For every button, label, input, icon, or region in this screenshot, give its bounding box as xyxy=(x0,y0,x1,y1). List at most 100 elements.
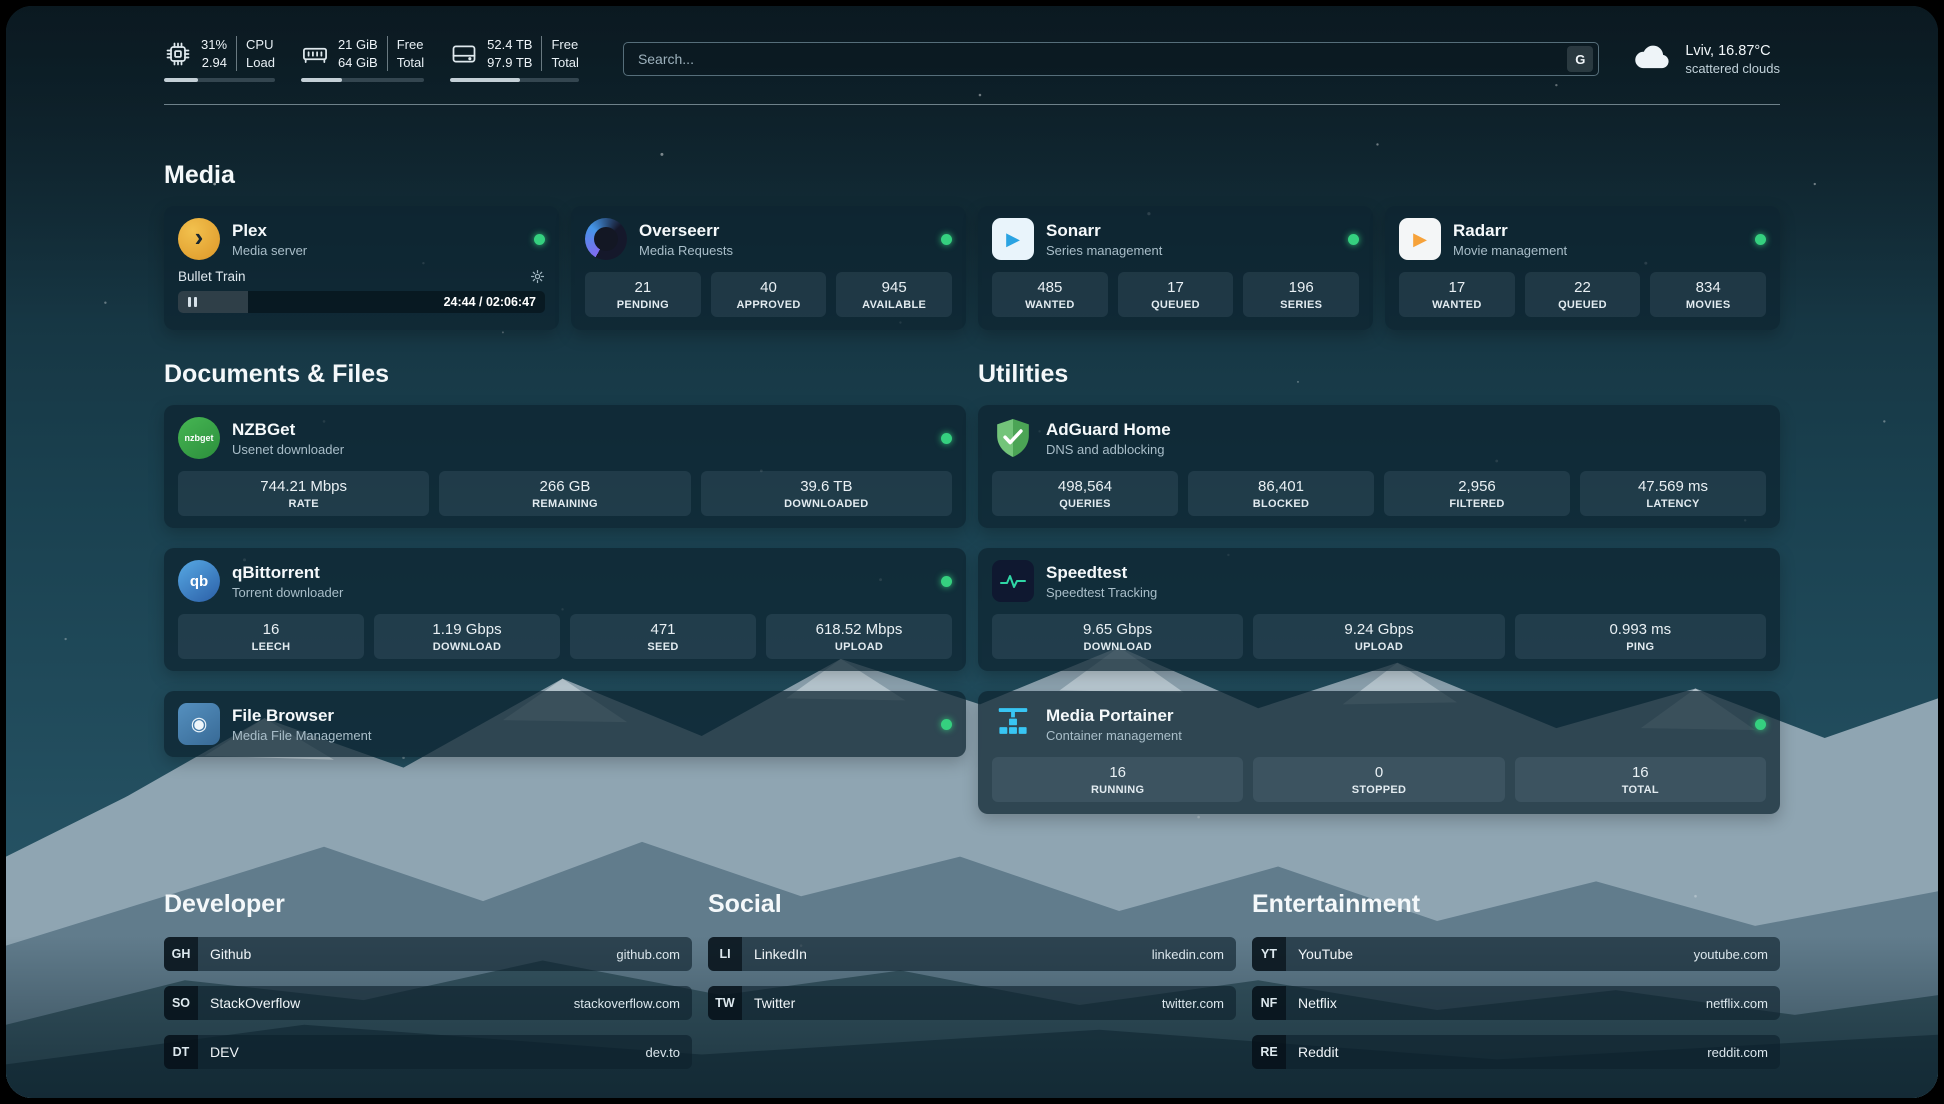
stat-value: 47.569 ms xyxy=(1637,478,1709,496)
stat-value: 17 xyxy=(1167,279,1184,297)
stat-value: 16 xyxy=(1631,764,1649,782)
bookmark-dev[interactable]: DT DEV dev.to xyxy=(164,1035,692,1070)
gear-icon[interactable] xyxy=(530,269,545,284)
qbittorrent-icon: qb xyxy=(178,560,220,603)
stat-label: SEED xyxy=(647,641,679,654)
stat-label: STOPPED xyxy=(1351,784,1407,797)
bookmark-netflix[interactable]: NF Netflix netflix.com xyxy=(1252,986,1780,1021)
bookmark-url: linkedin.com xyxy=(1151,946,1224,962)
dashboard-frame: 31% 2.94 CPU Load xyxy=(6,6,1938,1098)
bookmark-name: Reddit xyxy=(1298,1044,1339,1061)
bookmark-twitter[interactable]: TW Twitter twitter.com xyxy=(708,986,1236,1021)
app-card-filebrowser[interactable]: ◉ File Browser Media File Management xyxy=(164,691,966,758)
bookmark-name: LinkedIn xyxy=(754,946,807,963)
app-subtitle: DNS and adblocking xyxy=(1046,441,1165,457)
stat-value: 40 xyxy=(760,279,777,297)
stat-value: 0.993 ms xyxy=(1609,621,1672,639)
stat-value: 834 xyxy=(1695,279,1721,297)
search-bar: G xyxy=(622,42,1600,77)
app-card-qbittorrent[interactable]: qb qBittorrent Torrent downloader 16 LEE… xyxy=(164,548,966,672)
adguard-shield-icon xyxy=(992,417,1034,459)
bookmark-github[interactable]: GH Github github.com xyxy=(164,937,692,972)
stat-label: MOVIES xyxy=(1685,299,1731,312)
search-input[interactable] xyxy=(635,50,1568,69)
app-subtitle: Media Requests xyxy=(639,242,733,258)
utilities-section: Utilities xyxy=(978,360,1780,834)
stat-box: 22 QUEUED xyxy=(1524,272,1641,318)
storage-total-value: 97.9 TB xyxy=(487,54,533,70)
media-section: › Plex Media server Bullet Train xyxy=(164,206,1780,331)
app-card-plex[interactable]: › Plex Media server Bullet Train xyxy=(164,206,559,331)
search-engine-button[interactable]: G xyxy=(1567,46,1594,73)
plex-icon: › xyxy=(178,218,220,261)
app-card-sonarr[interactable]: ▶ Sonarr Series management 485 WANTED 17… xyxy=(978,206,1373,331)
stat-label: SERIES xyxy=(1280,299,1323,312)
stat-label: PING xyxy=(1626,641,1655,654)
overseerr-icon xyxy=(585,218,627,261)
filebrowser-icon: ◉ xyxy=(178,703,220,746)
app-card-overseerr[interactable]: Overseerr Media Requests 21 PENDING 40 A… xyxy=(571,206,966,331)
stat-value: 17 xyxy=(1448,279,1466,297)
portainer-crane-icon xyxy=(992,703,1034,745)
stat-box: 16 TOTAL xyxy=(1514,757,1766,803)
app-subtitle: Torrent downloader xyxy=(232,584,344,600)
bookmark-name: Github xyxy=(210,946,252,963)
stat-label: TOTAL xyxy=(1621,784,1659,797)
section-title-documents: Documents & Files xyxy=(164,360,390,389)
playback-progress-bar[interactable]: 24:44 / 02:06:47 xyxy=(178,291,545,314)
stat-label: QUERIES xyxy=(1059,498,1111,511)
memory-total-value: 64 GiB xyxy=(337,54,378,70)
app-card-nzbget[interactable]: nzbget NZBGet Usenet downloader 744.21 M… xyxy=(164,405,966,529)
app-card-speedtest[interactable]: Speedtest Speedtest Tracking 9.65 Gbps D… xyxy=(978,548,1780,672)
cpu-load-value: 2.94 xyxy=(201,54,228,70)
app-subtitle: Movie management xyxy=(1453,242,1568,258)
github-icon: GH xyxy=(164,937,198,972)
top-bar: 31% 2.94 CPU Load xyxy=(164,36,1780,83)
stat-box: 39.6 TB DOWNLOADED xyxy=(700,471,952,517)
app-name: qBittorrent xyxy=(232,562,320,582)
stat-label: PENDING xyxy=(616,299,669,312)
radarr-icon: ▶ xyxy=(1399,218,1441,261)
stat-value: 9.65 Gbps xyxy=(1083,621,1153,639)
status-dot xyxy=(941,575,952,587)
bookmark-name: YouTube xyxy=(1298,946,1354,963)
app-subtitle: Series management xyxy=(1046,242,1163,258)
stat-label: UPLOAD xyxy=(1354,641,1404,654)
stat-value: 471 xyxy=(650,621,676,639)
app-card-radarr[interactable]: ▶ Radarr Movie management 17 WANTED 22 Q… xyxy=(1385,206,1780,331)
stat-box: 744.21 Mbps RATE xyxy=(178,471,430,517)
stat-label: WANTED xyxy=(1025,299,1075,312)
linkedin-icon: LI xyxy=(708,937,742,972)
sonarr-icon: ▶ xyxy=(992,218,1034,261)
bookmark-name: Netflix xyxy=(1298,995,1337,1012)
app-card-portainer[interactable]: Media Portainer Container management 16 … xyxy=(978,691,1780,815)
bookmark-reddit[interactable]: RE Reddit reddit.com xyxy=(1252,1035,1780,1070)
stat-label: QUEUED xyxy=(1558,299,1607,312)
stat-box: 834 MOVIES xyxy=(1650,272,1767,318)
stat-value: 196 xyxy=(1288,279,1314,297)
status-dot xyxy=(941,432,952,444)
stat-box: 86,401 BLOCKED xyxy=(1188,471,1374,517)
cpu-label: CPU xyxy=(246,37,274,52)
app-card-adguard[interactable]: AdGuard Home DNS and adblocking 498,564 … xyxy=(978,405,1780,529)
bookmark-group-social: Social LI LinkedIn linkedin.com TW Twitt… xyxy=(708,890,1236,1084)
bookmark-linkedin[interactable]: LI LinkedIn linkedin.com xyxy=(708,937,1236,972)
stat-label: QUEUED xyxy=(1151,299,1200,312)
bookmark-url: stackoverflow.com xyxy=(573,995,680,1011)
weather-widget: Lviv, 16.87°C scattered clouds xyxy=(1633,43,1780,76)
pause-icon[interactable] xyxy=(178,297,207,308)
twitter-icon: TW xyxy=(708,986,742,1021)
bookmark-youtube[interactable]: YT YouTube youtube.com xyxy=(1252,937,1780,972)
stat-label: UPLOAD xyxy=(834,641,884,654)
stat-label: LEECH xyxy=(251,641,291,654)
stat-box: 16 LEECH xyxy=(178,614,364,660)
stat-label: DOWNLOAD xyxy=(1083,641,1152,654)
documents-section: Documents & Files nzbget NZBGet Usenet d… xyxy=(164,360,966,777)
bookmark-name: DEV xyxy=(210,1044,239,1061)
status-dot xyxy=(1348,233,1359,245)
stat-label: APPROVED xyxy=(736,299,801,312)
memory-progress-bar xyxy=(300,78,425,83)
memory-icon xyxy=(301,40,329,68)
bookmark-stackoverflow[interactable]: SO StackOverflow stackoverflow.com xyxy=(164,986,692,1021)
section-title-utilities: Utilities xyxy=(978,360,1069,389)
